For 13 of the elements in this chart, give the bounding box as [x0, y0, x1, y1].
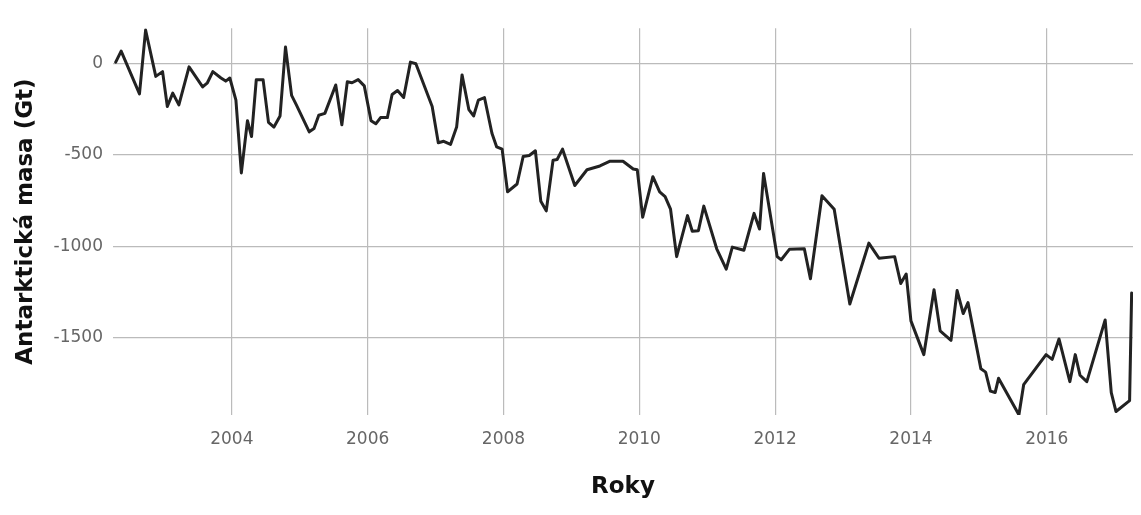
- x-tick-label: 2016: [1025, 427, 1069, 448]
- x-tick-label: 2012: [753, 427, 797, 448]
- x-tick-label: 2014: [889, 427, 933, 448]
- y-tick-label: -1500: [53, 325, 103, 346]
- y-tick-label: -500: [64, 143, 103, 164]
- x-tick-label: 2006: [346, 427, 390, 448]
- y-axis-title: Antarktická masa (Gt): [10, 78, 37, 365]
- x-tick-label: 2008: [481, 427, 526, 448]
- x-tick-label: 2010: [617, 427, 661, 448]
- y-tick-label: -1000: [53, 234, 103, 255]
- y-tick-label: 0: [92, 52, 103, 73]
- x-tick-label: 2004: [210, 427, 254, 448]
- x-axis-title: Roky: [591, 472, 655, 499]
